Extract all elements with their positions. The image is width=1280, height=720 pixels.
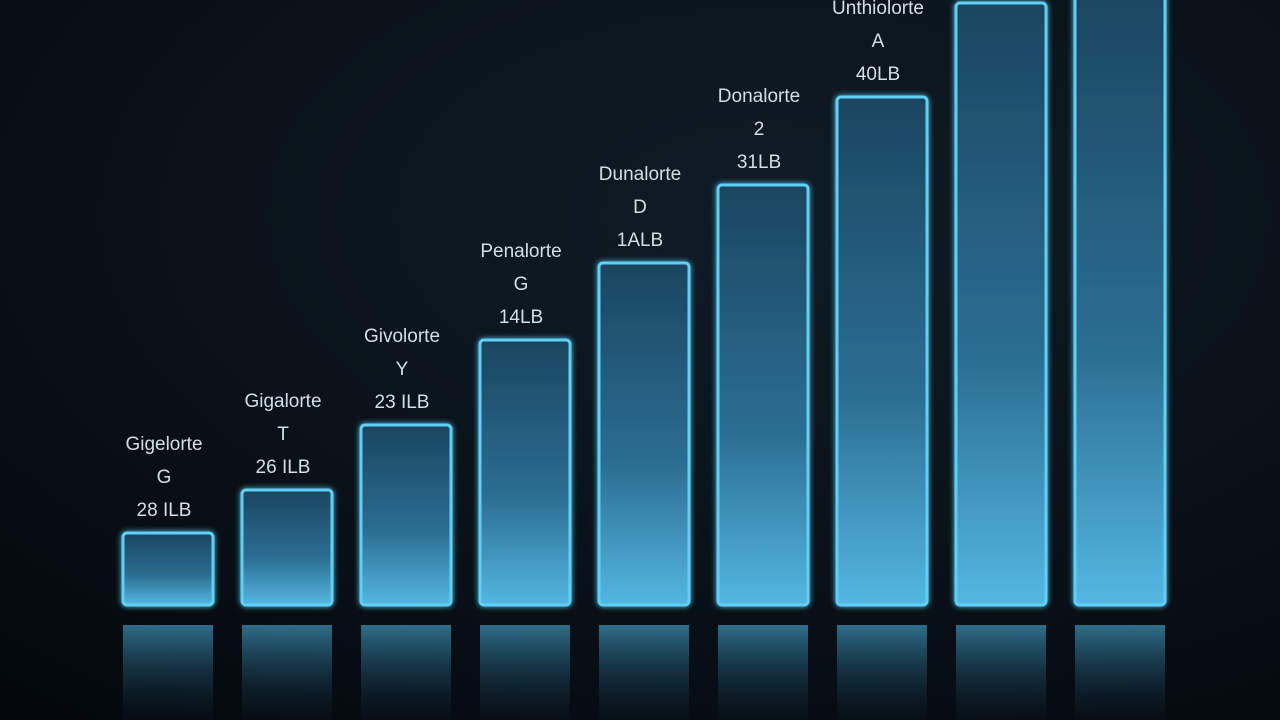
- category-label: Gigelorte: [125, 434, 202, 455]
- category-label: Penalorte: [480, 241, 561, 262]
- bar: [478, 338, 572, 607]
- category-code: G: [514, 274, 529, 295]
- category-label: Unthiolorte: [832, 0, 924, 19]
- bar: [359, 423, 453, 607]
- category-code: G: [157, 467, 172, 488]
- bar: [240, 488, 334, 607]
- bar: [954, 1, 1048, 607]
- bar-note: 31LB: [737, 152, 781, 173]
- category-code: 2: [754, 119, 765, 140]
- bar: [716, 183, 810, 607]
- category-label: Dunalorte: [599, 164, 681, 185]
- bar-reflection: [837, 625, 927, 720]
- category-code: T: [277, 424, 289, 445]
- category-label: Givolorte: [364, 326, 440, 347]
- bar-reflection: [480, 625, 570, 720]
- bar-note: 14LB: [499, 307, 543, 328]
- bar-reflection: [361, 625, 451, 720]
- bar-reflection: [1075, 625, 1165, 720]
- bar-note: 40LB: [856, 64, 900, 85]
- category-code: D: [633, 197, 647, 218]
- bar: [121, 531, 215, 607]
- category-label: Gigalorte: [244, 391, 321, 412]
- bar-reflection: [599, 625, 689, 720]
- bar: [835, 95, 929, 607]
- bar: [1073, 0, 1167, 607]
- bar-reflection: [123, 625, 213, 720]
- bar-reflection: [956, 625, 1046, 720]
- bar-note: 1ALB: [617, 230, 663, 251]
- bar-reflection: [718, 625, 808, 720]
- category-label: Donalorte: [718, 86, 800, 107]
- category-code: Y: [396, 359, 409, 380]
- bar-note: 28 ILB: [137, 500, 192, 521]
- category-code: A: [872, 31, 885, 52]
- bar-note: 26 ILB: [256, 457, 311, 478]
- bar-reflection: [242, 625, 332, 720]
- bar-note: 23 ILB: [375, 392, 430, 413]
- bar: [597, 261, 691, 607]
